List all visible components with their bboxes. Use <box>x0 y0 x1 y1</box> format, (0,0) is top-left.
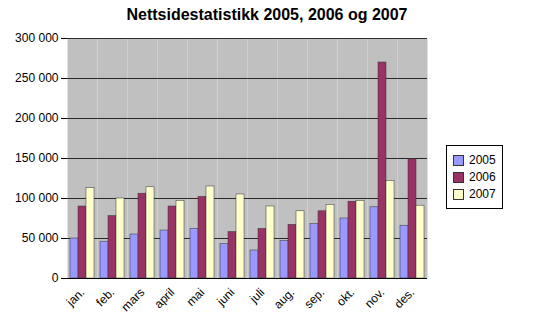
svg-text:april: april <box>151 285 177 311</box>
svg-text:jan.: jan. <box>63 285 87 309</box>
html-text:2006: 2006 <box>469 170 496 184</box>
svg-text:juni: juni <box>214 285 238 309</box>
svg-text:300 000: 300 000 <box>15 31 59 45</box>
svg-text:150 000: 150 000 <box>15 151 59 165</box>
svg-text:des.: des. <box>391 285 417 311</box>
svg-text:feb.: feb. <box>93 285 117 309</box>
svg-text:nov.: nov. <box>362 285 387 310</box>
html-text:2005: 2005 <box>469 153 496 167</box>
svg-text:100 000: 100 000 <box>15 191 59 205</box>
svg-text:mai: mai <box>184 285 208 309</box>
svg-text:50 000: 50 000 <box>22 231 59 245</box>
svg-text:juli: juli <box>246 285 267 306</box>
html-text:Nettsidestatistikk 2005, 2006: Nettsidestatistikk 2005, 2006 og 2007 <box>126 6 408 23</box>
svg-text:0: 0 <box>52 271 59 285</box>
svg-text:aug.: aug. <box>271 285 297 311</box>
svg-text:okt.: okt. <box>334 285 358 309</box>
svg-text:sep.: sep. <box>301 285 327 311</box>
svg-text:200 000: 200 000 <box>15 111 59 125</box>
html-text:2007: 2007 <box>469 187 496 201</box>
svg-text:mars: mars <box>119 285 148 314</box>
svg-text:250 000: 250 000 <box>15 71 59 85</box>
